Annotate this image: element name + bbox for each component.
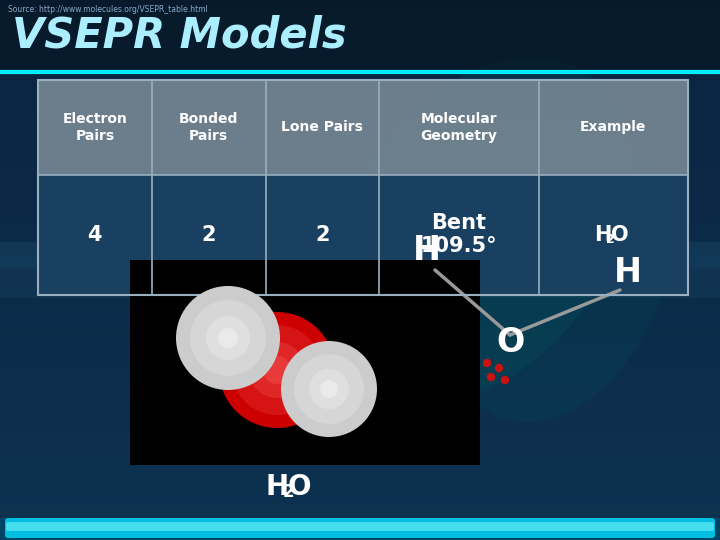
Ellipse shape	[190, 300, 266, 376]
Ellipse shape	[449, 138, 670, 422]
Text: H: H	[595, 225, 612, 245]
Bar	[130, 260, 480, 465]
Ellipse shape	[232, 325, 322, 415]
Text: 2: 2	[282, 483, 294, 501]
Ellipse shape	[176, 286, 280, 390]
Text: VSEPR Models: VSEPR Models	[12, 14, 346, 56]
Ellipse shape	[206, 316, 250, 360]
Text: 2: 2	[202, 225, 216, 245]
Bar	[38, 174, 688, 295]
Text: H: H	[266, 473, 289, 501]
Ellipse shape	[263, 356, 291, 384]
Text: Source: http://www.molecules.org/VSEPR_table.html: Source: http://www.molecules.org/VSEPR_t…	[8, 5, 208, 15]
Bar	[0, 0, 720, 70]
Text: Bent
109.5°: Bent 109.5°	[420, 213, 498, 256]
FancyBboxPatch shape	[5, 518, 715, 538]
Bar	[0, 518, 720, 540]
Text: Lone Pairs: Lone Pairs	[282, 120, 364, 134]
Ellipse shape	[320, 380, 338, 398]
Circle shape	[487, 374, 495, 381]
Text: 2: 2	[315, 225, 330, 245]
Circle shape	[484, 360, 490, 367]
Text: Electron
Pairs: Electron Pairs	[63, 112, 127, 143]
Bar	[38, 80, 688, 174]
Bar	[38, 80, 688, 295]
Ellipse shape	[219, 312, 335, 428]
Text: O: O	[496, 327, 524, 360]
Text: O: O	[287, 473, 311, 501]
Text: Molecular
Geometry: Molecular Geometry	[420, 112, 498, 143]
FancyBboxPatch shape	[6, 522, 714, 531]
Ellipse shape	[328, 57, 632, 403]
Ellipse shape	[309, 369, 349, 409]
Text: O: O	[611, 225, 629, 245]
Circle shape	[502, 376, 508, 383]
Text: Example: Example	[580, 120, 647, 134]
Ellipse shape	[294, 354, 364, 424]
Text: 2: 2	[606, 233, 615, 246]
Text: H: H	[614, 255, 642, 288]
Ellipse shape	[218, 328, 238, 348]
Text: 4: 4	[88, 225, 102, 245]
Text: H: H	[413, 233, 441, 267]
Circle shape	[495, 364, 503, 372]
Text: Bonded
Pairs: Bonded Pairs	[179, 112, 238, 143]
Ellipse shape	[249, 342, 305, 398]
Ellipse shape	[281, 341, 377, 437]
